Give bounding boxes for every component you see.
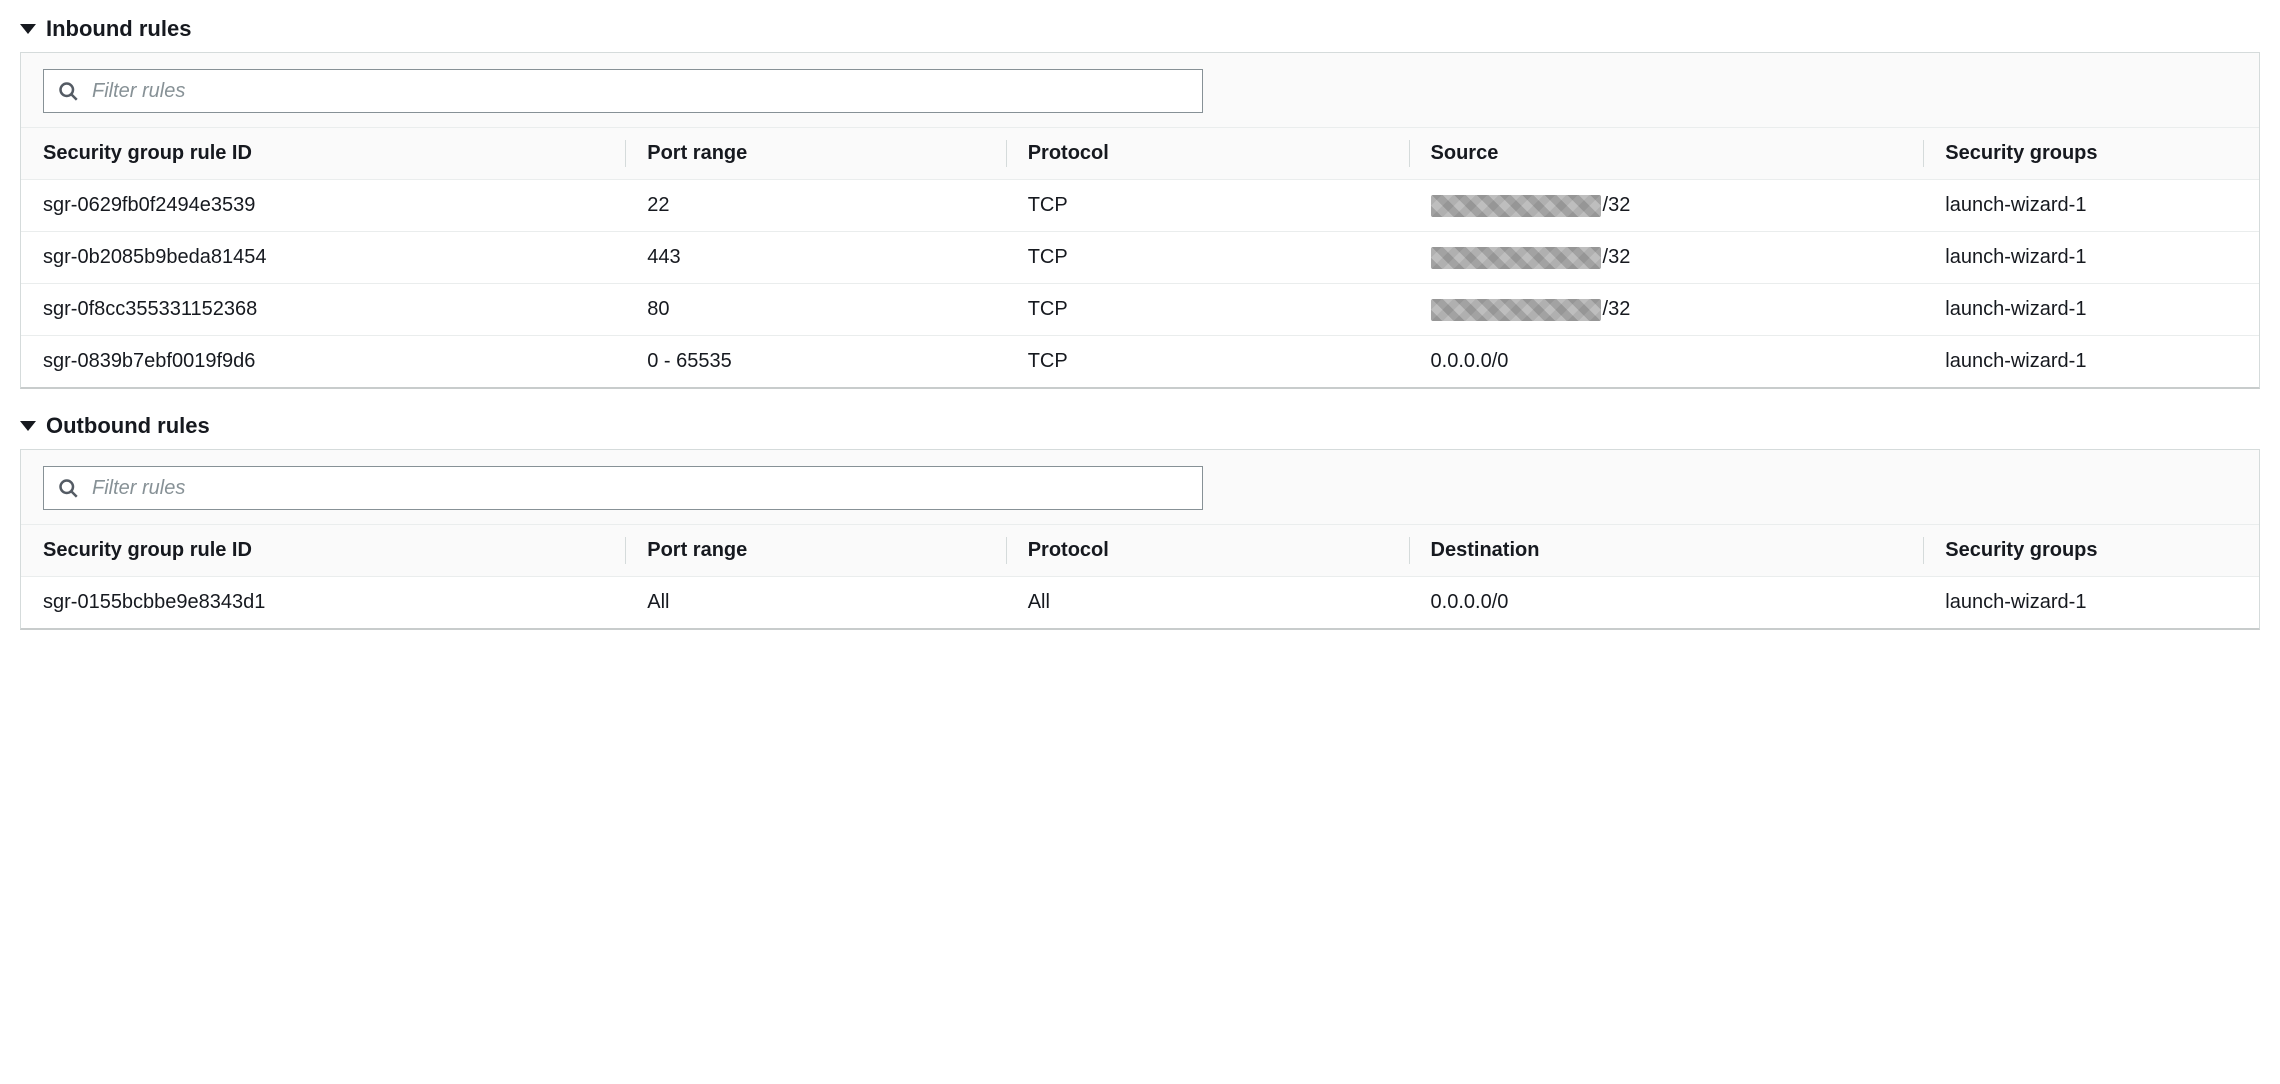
col-header-security-groups[interactable]: Security groups [1923, 128, 2259, 180]
cell-rule-id: sgr-0629fb0f2494e3539 [21, 180, 625, 232]
outbound-rules-title: Outbound rules [46, 413, 210, 439]
cell-port-range: 0 - 65535 [625, 336, 1005, 388]
table-row[interactable]: sgr-0b2085b9beda81454443TCP/32launch-wiz… [21, 232, 2259, 284]
cell-port-range: 443 [625, 232, 1005, 284]
col-header-port-range[interactable]: Port range [625, 128, 1005, 180]
inbound-filter-bar [21, 53, 2259, 128]
outbound-rules-panel: Security group rule ID Port range Protoc… [20, 449, 2260, 630]
outbound-rules-toggle[interactable]: Outbound rules [20, 407, 2260, 449]
cell-rule-id: sgr-0155bcbbe9e8343d1 [21, 577, 625, 629]
redacted-ip [1431, 195, 1601, 217]
inbound-rules-table: Security group rule ID Port range Protoc… [21, 128, 2259, 387]
col-header-security-groups[interactable]: Security groups [1923, 525, 2259, 577]
cell-rule-id: sgr-0b2085b9beda81454 [21, 232, 625, 284]
redacted-ip [1431, 299, 1601, 321]
table-row[interactable]: sgr-0f8cc35533115236880TCP/32launch-wiza… [21, 284, 2259, 336]
redacted-ip [1431, 247, 1601, 269]
outbound-table-header-row: Security group rule ID Port range Protoc… [21, 525, 2259, 577]
cell-protocol: TCP [1006, 180, 1409, 232]
col-header-protocol[interactable]: Protocol [1006, 128, 1409, 180]
inbound-rules-title: Inbound rules [46, 16, 191, 42]
table-row[interactable]: sgr-0629fb0f2494e353922TCP/32launch-wiza… [21, 180, 2259, 232]
cell-security-group: launch-wizard-1 [1923, 180, 2259, 232]
cell-security-group: launch-wizard-1 [1923, 232, 2259, 284]
cell-rule-id: sgr-0f8cc355331152368 [21, 284, 625, 336]
cell-source: 0.0.0.0/0 [1409, 336, 1924, 388]
cell-protocol: All [1006, 577, 1409, 629]
outbound-filter-input[interactable] [90, 476, 1188, 501]
cell-security-group: launch-wizard-1 [1923, 284, 2259, 336]
cell-port-range: 80 [625, 284, 1005, 336]
col-header-rule-id[interactable]: Security group rule ID [21, 525, 625, 577]
table-row[interactable]: sgr-0155bcbbe9e8343d1AllAll0.0.0.0/0laun… [21, 577, 2259, 629]
cell-protocol: TCP [1006, 284, 1409, 336]
col-header-source[interactable]: Source [1409, 128, 1924, 180]
outbound-rules-table: Security group rule ID Port range Protoc… [21, 525, 2259, 628]
col-header-port-range[interactable]: Port range [625, 525, 1005, 577]
cell-protocol: TCP [1006, 232, 1409, 284]
cell-destination: 0.0.0.0/0 [1409, 577, 1924, 629]
cell-port-range: 22 [625, 180, 1005, 232]
cell-protocol: TCP [1006, 336, 1409, 388]
cell-source: /32 [1409, 180, 1924, 232]
inbound-rules-toggle[interactable]: Inbound rules [20, 10, 2260, 52]
caret-down-icon [20, 24, 36, 34]
cell-source: /32 [1409, 284, 1924, 336]
cell-port-range: All [625, 577, 1005, 629]
cell-source: /32 [1409, 232, 1924, 284]
inbound-rules-section: Inbound rules Security group rule ID Por… [20, 10, 2260, 389]
outbound-rules-section: Outbound rules Security group rule ID Po… [20, 407, 2260, 630]
search-icon [58, 81, 78, 101]
inbound-filter-input[interactable] [90, 79, 1188, 104]
col-header-destination[interactable]: Destination [1409, 525, 1924, 577]
inbound-rules-panel: Security group rule ID Port range Protoc… [20, 52, 2260, 389]
search-icon [58, 478, 78, 498]
cell-security-group: launch-wizard-1 [1923, 336, 2259, 388]
table-row[interactable]: sgr-0839b7ebf0019f9d60 - 65535TCP0.0.0.0… [21, 336, 2259, 388]
cell-security-group: launch-wizard-1 [1923, 577, 2259, 629]
col-header-protocol[interactable]: Protocol [1006, 525, 1409, 577]
outbound-filter-bar [21, 450, 2259, 525]
cell-rule-id: sgr-0839b7ebf0019f9d6 [21, 336, 625, 388]
col-header-rule-id[interactable]: Security group rule ID [21, 128, 625, 180]
caret-down-icon [20, 421, 36, 431]
outbound-filter-input-wrap[interactable] [43, 466, 1203, 510]
inbound-filter-input-wrap[interactable] [43, 69, 1203, 113]
inbound-table-header-row: Security group rule ID Port range Protoc… [21, 128, 2259, 180]
